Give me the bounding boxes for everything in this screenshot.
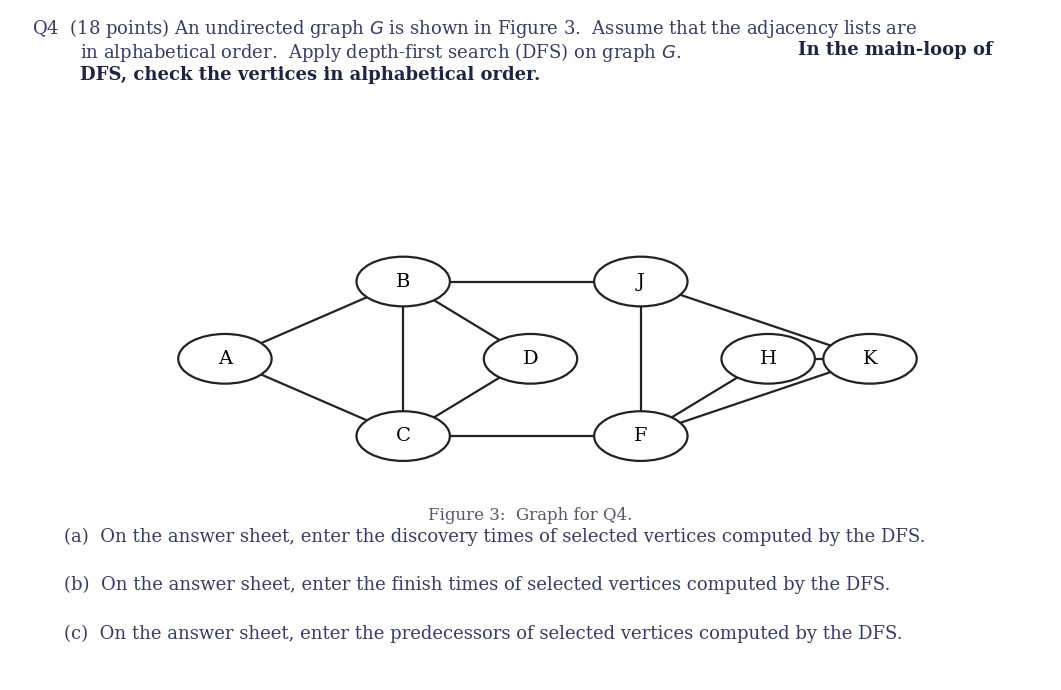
- Ellipse shape: [484, 334, 577, 384]
- Ellipse shape: [356, 411, 450, 461]
- Text: A: A: [218, 350, 232, 368]
- Text: in alphabetical order.  Apply depth-first search (DFS) on graph $G$.: in alphabetical order. Apply depth-first…: [80, 41, 689, 64]
- Text: DFS, check the vertices in alphabetical order.: DFS, check the vertices in alphabetical …: [80, 66, 540, 83]
- Ellipse shape: [721, 334, 815, 384]
- Text: K: K: [863, 350, 877, 368]
- Ellipse shape: [594, 411, 688, 461]
- Ellipse shape: [178, 334, 272, 384]
- Text: Q4  (18 points) An undirected graph $G$ is shown in Figure 3.  Assume that the a: Q4 (18 points) An undirected graph $G$ i…: [32, 17, 917, 40]
- Text: B: B: [396, 273, 411, 290]
- Text: Figure 3:  Graph for Q4.: Figure 3: Graph for Q4.: [429, 507, 632, 524]
- Ellipse shape: [823, 334, 917, 384]
- Text: C: C: [396, 427, 411, 445]
- Text: J: J: [637, 273, 645, 290]
- Text: (c)  On the answer sheet, enter the predecessors of selected vertices computed b: (c) On the answer sheet, enter the prede…: [64, 624, 902, 642]
- Text: (b)  On the answer sheet, enter the finish times of selected vertices computed b: (b) On the answer sheet, enter the finis…: [64, 576, 890, 594]
- Text: (a)  On the answer sheet, enter the discovery times of selected vertices compute: (a) On the answer sheet, enter the disco…: [64, 528, 925, 546]
- Text: H: H: [760, 350, 777, 368]
- Ellipse shape: [594, 257, 688, 306]
- Text: D: D: [523, 350, 538, 368]
- Text: F: F: [634, 427, 647, 445]
- Ellipse shape: [356, 257, 450, 306]
- Text: In the main-loop of: In the main-loop of: [798, 41, 993, 59]
